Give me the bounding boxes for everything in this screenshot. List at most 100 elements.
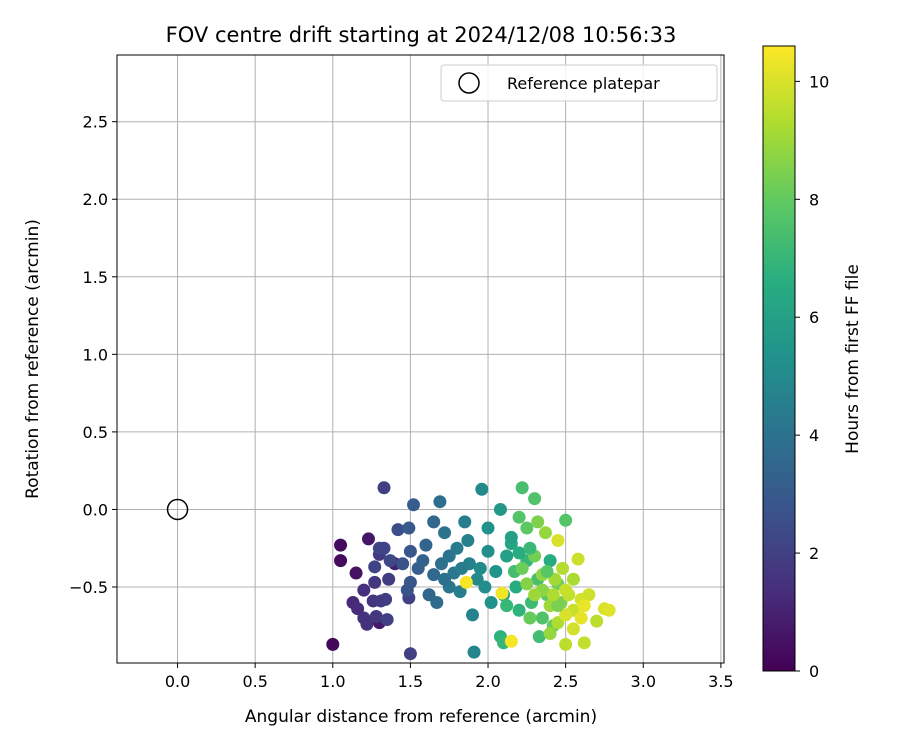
data-point xyxy=(379,592,393,606)
data-point xyxy=(419,538,433,552)
chart-title: FOV centre drift starting at 2024/12/08 … xyxy=(166,23,677,47)
y-tick-label: 2.5 xyxy=(83,113,108,132)
reference-marker xyxy=(166,498,189,521)
data-point xyxy=(500,599,514,613)
data-point xyxy=(504,530,518,544)
data-point xyxy=(602,603,616,617)
data-point xyxy=(528,588,542,602)
data-point xyxy=(538,526,552,540)
data-point xyxy=(473,561,487,575)
colorbar-tick-label: 2 xyxy=(809,544,819,563)
x-axis-ticks: 0.0 0.5 1.0 1.5 2.0 2.5 3.0 3.5 xyxy=(165,663,734,691)
data-point xyxy=(433,495,447,509)
data-point xyxy=(515,561,529,575)
x-axis-label: Angular distance from reference (arcmin) xyxy=(245,707,597,727)
data-point xyxy=(577,599,591,613)
data-point xyxy=(403,647,417,661)
data-point xyxy=(515,481,529,495)
y-tick-label: 1.5 xyxy=(83,268,108,287)
data-point xyxy=(512,510,526,524)
data-point xyxy=(481,521,495,535)
y-tick-label: 1.0 xyxy=(83,345,108,364)
colorbar-gradient xyxy=(762,45,796,672)
data-point xyxy=(512,546,526,560)
data-point xyxy=(528,492,542,506)
data-point xyxy=(377,541,391,555)
data-point xyxy=(403,575,417,589)
data-point xyxy=(402,521,416,535)
data-point xyxy=(523,611,537,625)
data-point xyxy=(556,561,570,575)
data-point xyxy=(459,575,473,589)
grid-lines xyxy=(117,55,724,663)
data-point xyxy=(396,557,410,571)
legend-marker xyxy=(458,72,480,94)
data-point xyxy=(442,549,456,563)
data-point xyxy=(566,572,580,586)
data-point xyxy=(407,498,421,512)
colorbar-ticks: 0 2 4 6 8 10 xyxy=(795,72,829,681)
colorbar: 0 2 4 6 8 10 Hours from first FF file xyxy=(762,45,863,681)
x-tick-label: 2.5 xyxy=(553,672,578,691)
data-point xyxy=(458,515,472,529)
data-point xyxy=(535,611,549,625)
data-point xyxy=(509,580,523,594)
data-point xyxy=(377,481,391,495)
data-point xyxy=(551,533,565,547)
data-point xyxy=(351,602,365,616)
data-point xyxy=(369,609,383,623)
x-tick-label: 1.0 xyxy=(320,672,345,691)
data-point xyxy=(326,637,340,651)
data-point xyxy=(430,596,444,610)
data-point xyxy=(334,538,348,552)
data-point xyxy=(559,513,573,527)
data-point xyxy=(467,645,481,659)
data-point xyxy=(559,583,573,597)
data-point xyxy=(504,634,518,648)
colorbar-tick-label: 8 xyxy=(809,190,819,209)
y-tick-label: 0.5 xyxy=(83,423,108,442)
data-point xyxy=(427,515,441,529)
data-point xyxy=(571,552,585,566)
data-point xyxy=(512,603,526,617)
x-tick-label: 3.5 xyxy=(708,672,733,691)
data-point xyxy=(520,521,534,535)
data-point xyxy=(334,554,348,568)
colorbar-tick-label: 4 xyxy=(809,426,819,445)
data-point xyxy=(500,549,514,563)
data-point xyxy=(532,630,546,644)
data-point xyxy=(495,586,509,600)
data-point xyxy=(403,544,417,558)
data-point xyxy=(582,588,596,602)
data-point xyxy=(566,622,580,636)
data-point xyxy=(520,577,534,591)
legend[interactable]: Reference platepar xyxy=(440,64,718,102)
data-point xyxy=(546,588,560,602)
data-point xyxy=(427,568,441,582)
data-point xyxy=(577,636,591,650)
legend-box xyxy=(440,64,718,102)
y-tick-label: 0.0 xyxy=(83,500,108,519)
data-point xyxy=(590,614,604,628)
y-tick-label: 2.0 xyxy=(83,190,108,209)
data-point xyxy=(383,554,397,568)
legend-label: Reference platepar xyxy=(507,74,660,93)
x-tick-label: 0.5 xyxy=(242,672,267,691)
data-point xyxy=(438,572,452,586)
y-axis-label: Rotation from reference (arcmin) xyxy=(23,219,43,499)
data-point xyxy=(368,560,382,574)
data-point xyxy=(361,532,375,546)
colorbar-label: Hours from first FF file xyxy=(843,264,863,454)
data-point xyxy=(484,596,498,610)
data-point xyxy=(360,617,374,631)
data-point xyxy=(543,554,557,568)
data-point xyxy=(531,515,545,529)
data-point xyxy=(455,561,469,575)
data-point xyxy=(416,554,430,568)
data-point xyxy=(357,583,371,597)
x-tick-label: 0.0 xyxy=(165,672,190,691)
data-point xyxy=(540,564,554,578)
y-axis-ticks: −0.5 0.0 0.5 1.0 1.5 2.0 2.5 xyxy=(69,113,117,597)
data-point xyxy=(438,526,452,540)
